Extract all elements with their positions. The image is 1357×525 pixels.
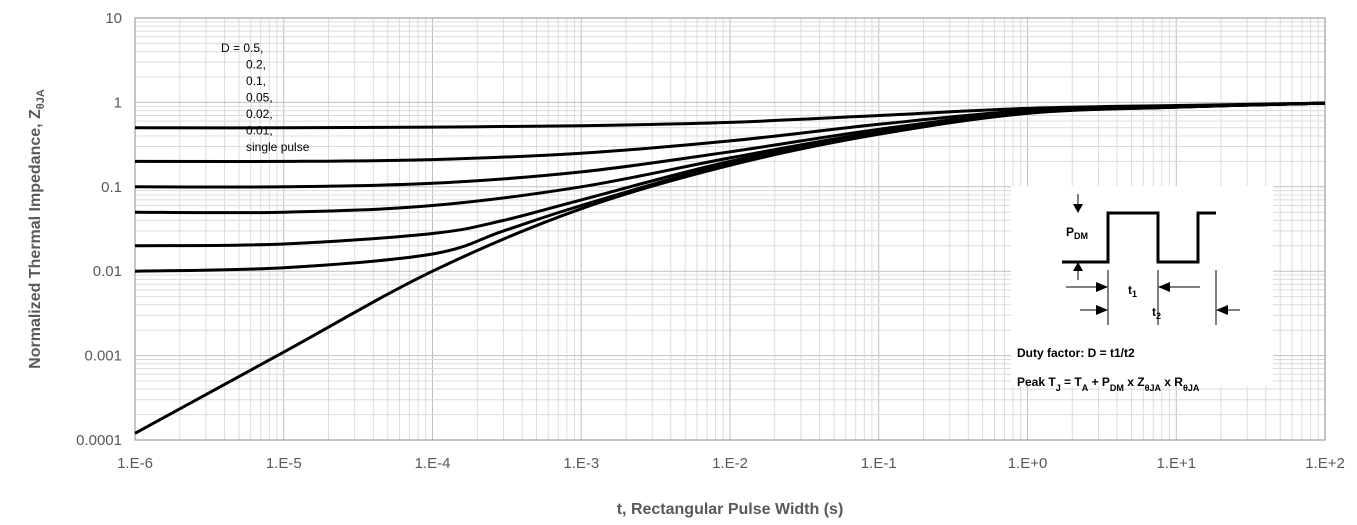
x-tick-label: 1.E-2 <box>712 455 748 472</box>
y-axis-title-main: Normalized Thermal Impedance, Z <box>27 109 44 369</box>
formula-subscript: DM <box>1110 383 1124 393</box>
legend: D = 0.5, 0.2, 0.1, 0.05, 0.02, 0.01, single pu… <box>221 41 310 154</box>
t2-arrowhead-right <box>1216 305 1228 315</box>
duty-factor-text: Duty factor: D = t1/t2 <box>1017 346 1135 360</box>
formula-text: x Z <box>1124 375 1145 389</box>
series-line-single-pulse <box>134 101 1326 435</box>
formula-text: = T <box>1061 375 1083 389</box>
y-tick-label: 0.1 <box>101 179 122 196</box>
formula-subscript: θJA <box>1145 383 1162 393</box>
x-tick-labels: 1.E-6 1.E-5 1.E-4 1.E-3 1.E-2 1.E-1 1.E+0 1.E+1… <box>117 455 1345 472</box>
y-axis-title-subscript: θJA <box>35 89 47 109</box>
x-tick-label: 1.E-5 <box>266 455 302 472</box>
t1-arrowhead-left <box>1096 282 1108 292</box>
formula-subscript: J <box>1056 383 1061 393</box>
plot-area-border <box>134 17 1326 441</box>
t2-arrowhead-left <box>1096 305 1108 315</box>
legend-entry: 0.2, <box>246 58 266 72</box>
formula-text: + P <box>1088 375 1110 389</box>
pdm-label: PDM <box>1066 225 1088 241</box>
t1-arrowhead-right <box>1158 282 1170 292</box>
x-axis-title: t, Rectangular Pulse Width (s) <box>617 501 844 518</box>
y-tick-label: 0.0001 <box>76 432 122 449</box>
x-tick-label: 1.E-4 <box>415 455 451 472</box>
t1-label-main: t <box>1128 283 1132 297</box>
legend-entry: 0.1, <box>246 74 266 88</box>
y-tick-label: 1 <box>114 94 122 111</box>
legend-entry: D = 0.5, <box>221 41 263 55</box>
x-tick-label: 1.E-6 <box>117 455 153 472</box>
y-tick-label: 0.01 <box>93 263 122 280</box>
x-tick-label: 1.E-3 <box>563 455 599 472</box>
y-tick-labels: 0.0001 0.001 0.01 0.1 1 10 <box>76 10 122 449</box>
x-tick-label: 1.E+0 <box>1008 455 1048 472</box>
x-tick-label: 1.E+2 <box>1305 455 1345 472</box>
y-tick-label: 10 <box>105 10 122 27</box>
y-axis-title: Normalized Thermal Impedance, ZθJA <box>27 89 47 369</box>
t1-label-sub: 1 <box>1132 289 1137 299</box>
formula-subscript: A <box>1082 383 1089 393</box>
pdm-top-arrowhead <box>1073 204 1083 213</box>
x-tick-label: 1.E+1 <box>1156 455 1196 472</box>
pulse-waveform <box>1062 211 1216 264</box>
y-tick-label: 0.001 <box>84 348 122 365</box>
legend-entry: 0.02, <box>246 107 273 121</box>
inset-formula-box <box>1011 330 1273 386</box>
duty-cycle-inset: PDM t1 t2 Duty factor: D = t1/t2 Peak TJ… <box>1011 186 1273 393</box>
series-lines <box>134 101 1326 435</box>
formula-subscript: θJA <box>1183 383 1200 393</box>
legend-entry: 0.05, <box>246 91 273 105</box>
t1-label: t1 <box>1128 283 1137 299</box>
pdm-bottom-arrowhead <box>1073 262 1083 271</box>
legend-entry: single pulse <box>246 140 310 154</box>
peak-tj-formula: Peak TJ = TA + PDM x ZθJA x RθJA <box>1017 375 1200 393</box>
t2-label-sub: 2 <box>1156 311 1161 321</box>
pdm-label-main: P <box>1066 225 1074 239</box>
t2-label-main: t <box>1152 305 1156 319</box>
pdm-label-sub: DM <box>1074 231 1088 241</box>
formula-text: Peak T <box>1017 375 1056 389</box>
formula-text: x R <box>1161 375 1183 389</box>
legend-entry: 0.01, <box>246 124 273 138</box>
t2-label: t2 <box>1152 305 1161 321</box>
x-tick-label: 1.E-1 <box>861 455 897 472</box>
